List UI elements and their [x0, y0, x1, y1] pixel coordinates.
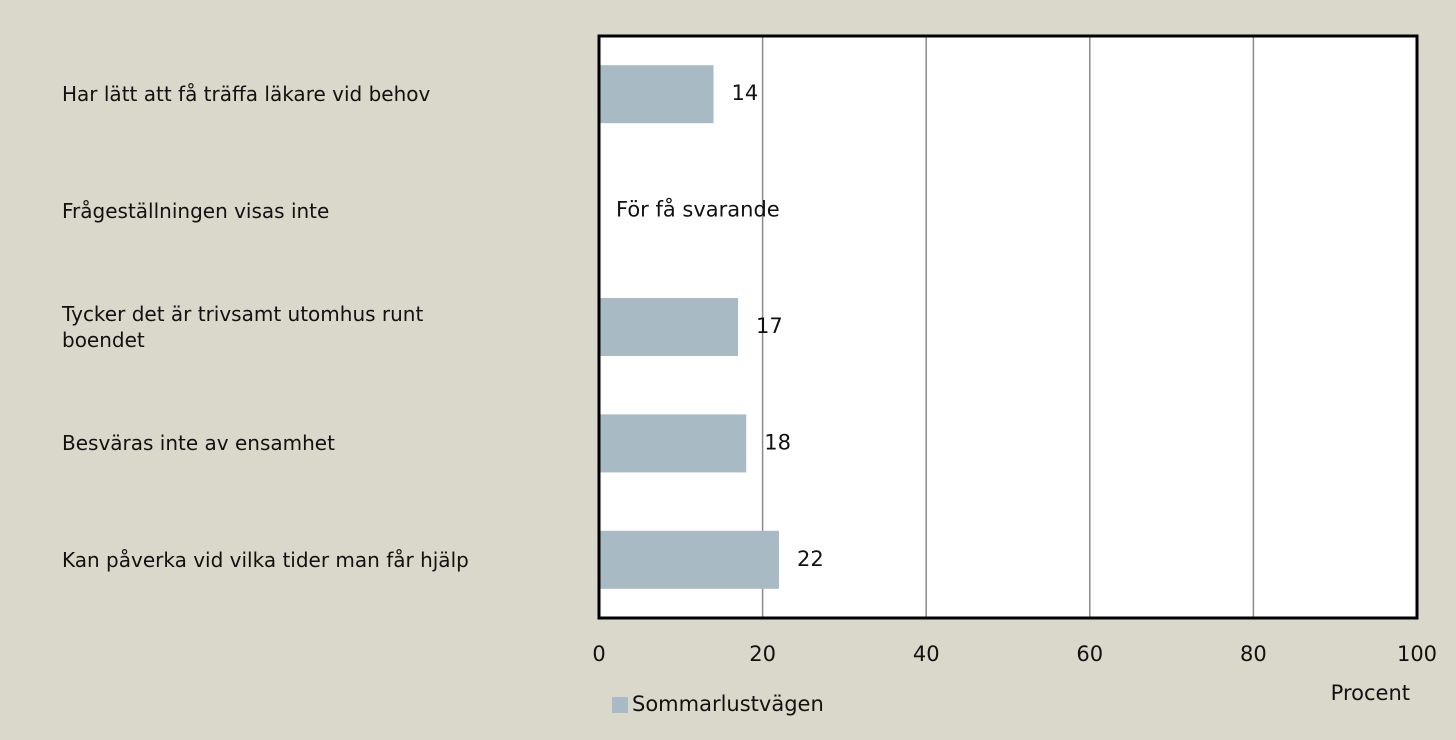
- data-label: 22: [797, 547, 824, 571]
- x-tick-label: 60: [1076, 642, 1103, 666]
- legend-label: Sommarlustvägen: [632, 692, 824, 716]
- annotation: För få svarande: [616, 197, 780, 222]
- x-tick-label: 40: [913, 642, 940, 666]
- plot-border: [597, 34, 1419, 620]
- legend-swatch: [612, 697, 628, 713]
- x-axis-title: Procent: [1331, 681, 1410, 705]
- category-label: Tycker det är trivsamt utomhus runt boen…: [62, 302, 424, 352]
- category-label: Kan påverka vid vilka tider man får hjäl…: [62, 547, 469, 572]
- x-tick-label: 0: [592, 642, 605, 666]
- bar: [599, 530, 779, 589]
- bar: [599, 65, 714, 124]
- category-label: Frågeställningen visas inte: [62, 198, 330, 223]
- data-label: 18: [764, 430, 791, 454]
- x-tick-label: 100: [1397, 642, 1437, 666]
- category-label: Har lätt att få träffa läkare vid behov: [62, 82, 431, 107]
- data-label: 17: [756, 314, 783, 338]
- x-tick-label: 80: [1240, 642, 1267, 666]
- category-label: Besväras inte av ensamhet: [62, 431, 335, 456]
- x-tick-label: 20: [749, 642, 776, 666]
- bar: [599, 414, 747, 473]
- bar: [599, 298, 739, 356]
- data-label: 14: [732, 81, 759, 105]
